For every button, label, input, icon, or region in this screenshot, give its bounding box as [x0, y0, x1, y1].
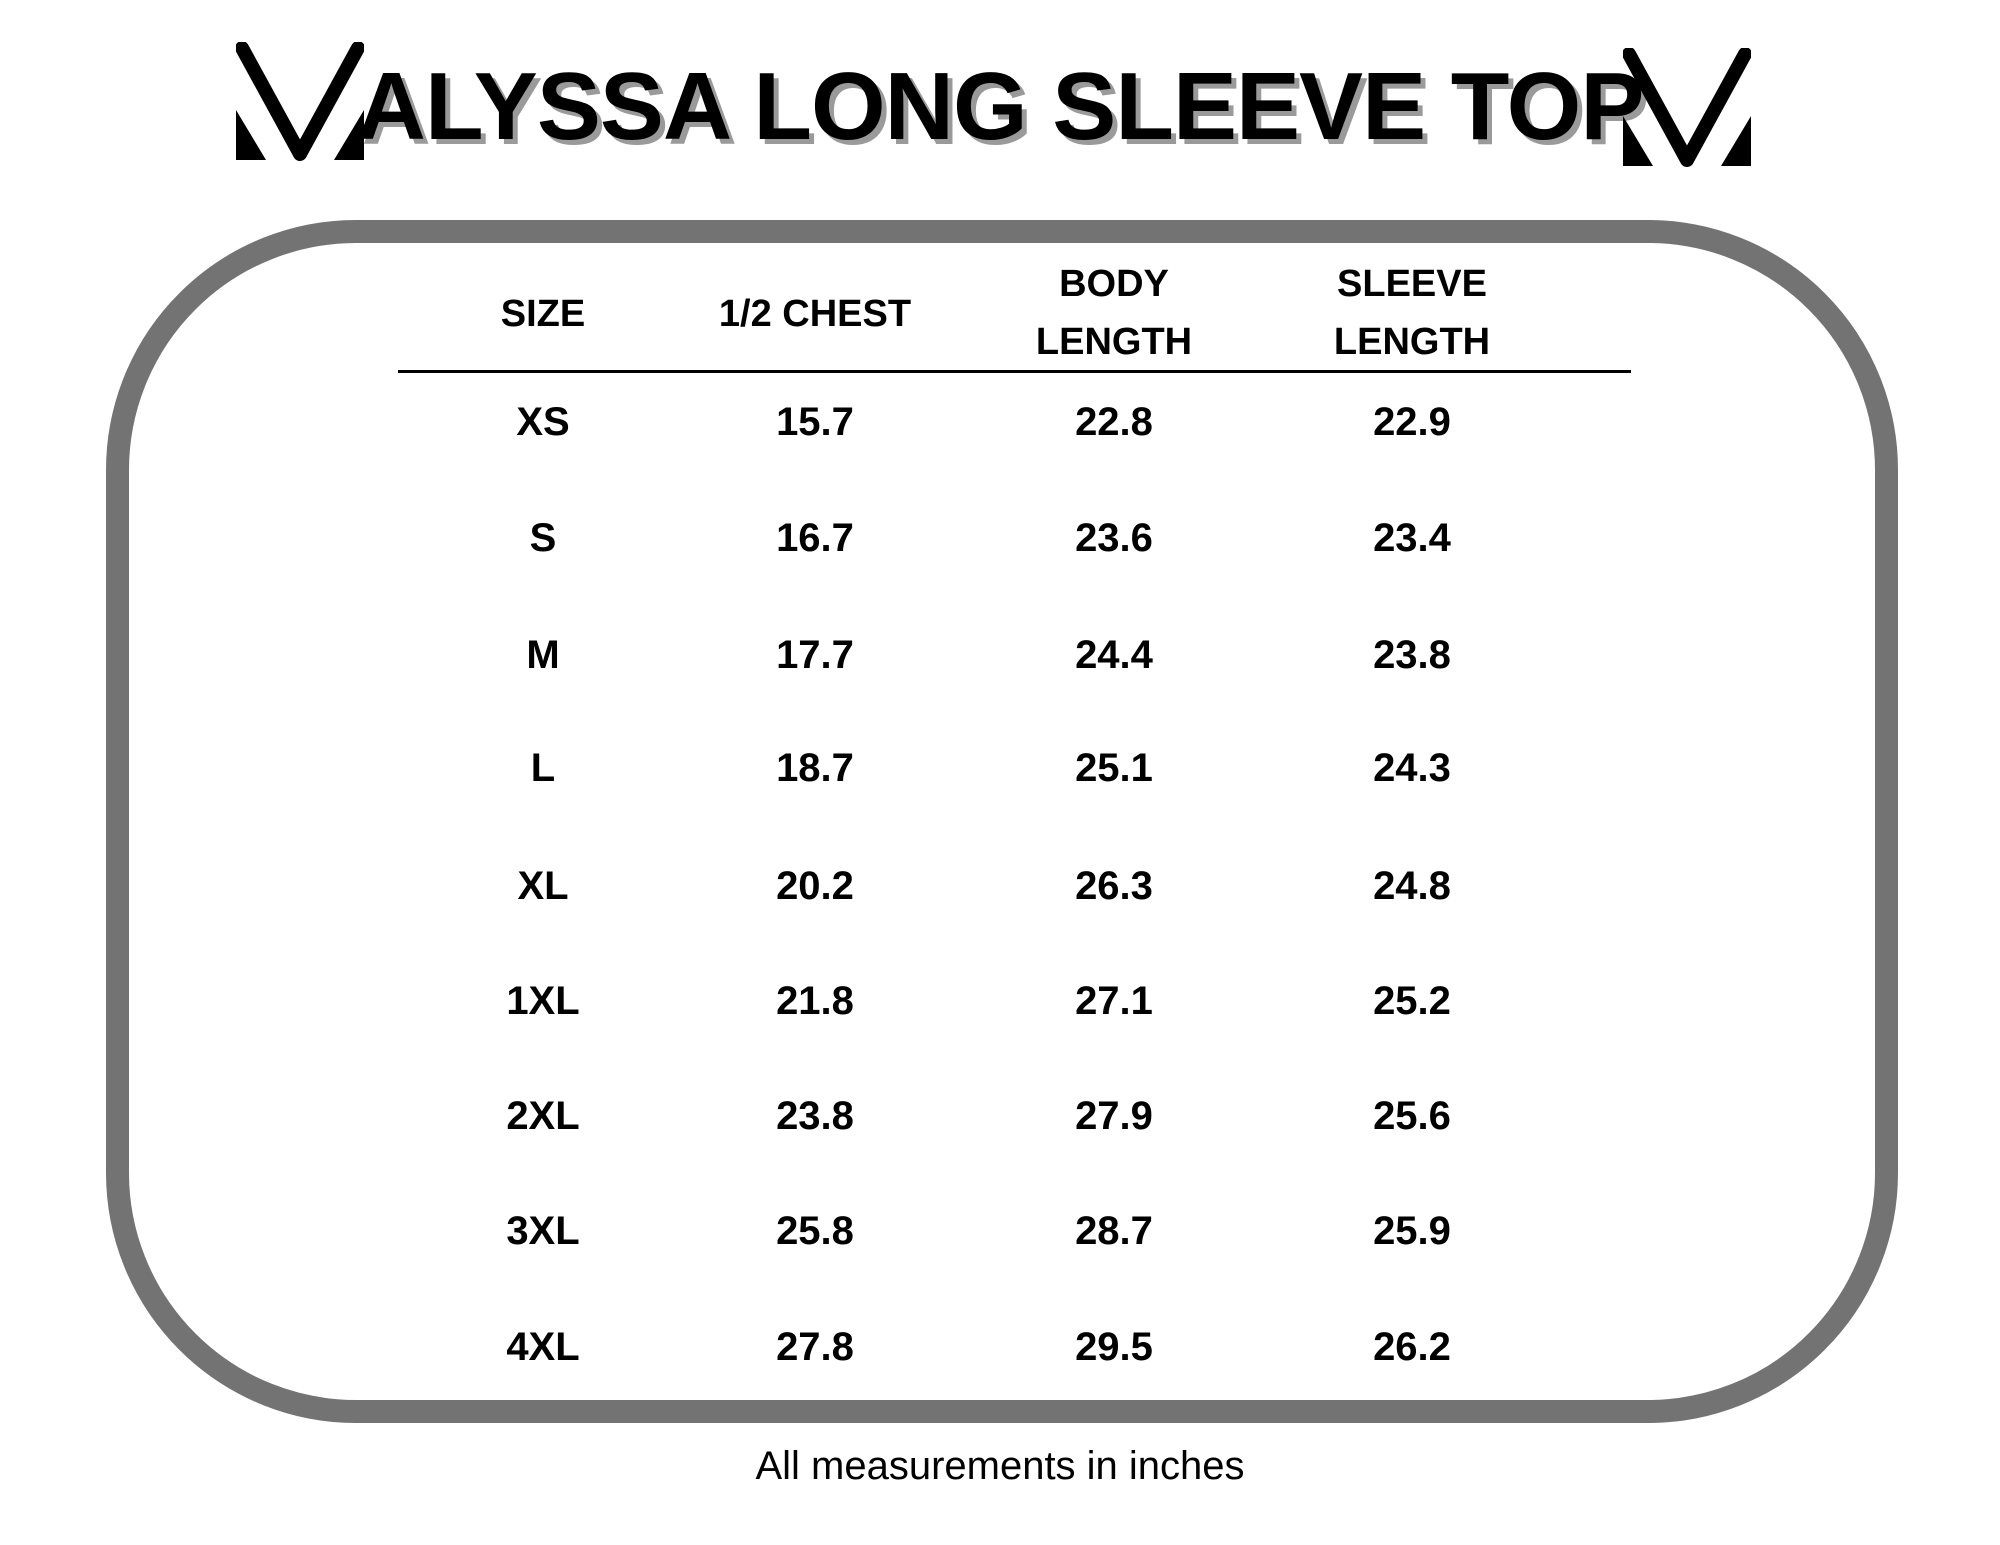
size-label: L: [530, 746, 556, 790]
footer-note: All measurements in inches: [755, 1444, 1245, 1488]
measurement-cell: 16.7: [776, 516, 854, 560]
measurement-cell: 25.9: [1373, 1209, 1451, 1253]
column-header-line: SIZE: [500, 293, 586, 335]
size-label: 1XL: [506, 979, 580, 1023]
measurement-cell: 21.8: [776, 979, 854, 1023]
header-divider: [398, 370, 1631, 373]
measurement-cell: 18.7: [776, 746, 854, 790]
size-label: XS: [516, 400, 570, 444]
measurement-cell: 15.7: [776, 400, 854, 444]
measurement-cell: 24.3: [1373, 746, 1451, 790]
size-label: XL: [517, 864, 569, 908]
measurement-cell: 22.8: [1075, 400, 1153, 444]
measurement-cell: 27.9: [1075, 1094, 1153, 1138]
logo-icon: [1623, 48, 1751, 167]
size-label: M: [526, 633, 560, 677]
column-header-line: LENGTH: [1035, 321, 1193, 363]
measurement-cell: 23.6: [1075, 516, 1153, 560]
column-header-line: 1/2 CHEST: [718, 293, 912, 335]
measurement-cell: 22.9: [1373, 400, 1451, 444]
size-label: 3XL: [506, 1209, 580, 1253]
column-header: SLEEVE LENGTH: [1252, 255, 1572, 371]
measurement-cell: 29.5: [1075, 1325, 1153, 1369]
size-chart-frame: [106, 220, 1898, 1423]
measurement-cell: 23.8: [776, 1094, 854, 1138]
column-header-line: BODY: [1059, 263, 1169, 305]
measurement-cell: 24.4: [1075, 633, 1153, 677]
measurement-cell: 23.8: [1373, 633, 1451, 677]
page-title: ALYSSA LONG SLEEVE TOP: [356, 53, 1645, 160]
column-header: 1/2 CHEST: [655, 285, 975, 343]
measurement-cell: 26.3: [1075, 864, 1153, 908]
measurement-cell: 25.1: [1075, 746, 1153, 790]
measurement-cell: 26.2: [1373, 1325, 1451, 1369]
measurement-cell: 25.2: [1373, 979, 1451, 1023]
logo-icon: [236, 42, 364, 161]
measurement-cell: 27.1: [1075, 979, 1153, 1023]
size-label: 4XL: [506, 1325, 580, 1369]
measurement-cell: 25.6: [1373, 1094, 1451, 1138]
column-header: SIZE: [383, 285, 703, 343]
measurement-cell: 23.4: [1373, 516, 1451, 560]
measurement-cell: 20.2: [776, 864, 854, 908]
measurement-cell: 27.8: [776, 1325, 854, 1369]
column-header-line: LENGTH: [1333, 321, 1491, 363]
measurement-cell: 24.8: [1373, 864, 1451, 908]
size-label: 2XL: [506, 1094, 580, 1138]
measurement-cell: 25.8: [776, 1209, 854, 1253]
column-header: BODY LENGTH: [954, 255, 1274, 371]
column-header-line: SLEEVE: [1337, 263, 1487, 305]
measurement-cell: 17.7: [776, 633, 854, 677]
size-label: S: [529, 516, 557, 560]
measurement-cell: 28.7: [1075, 1209, 1153, 1253]
